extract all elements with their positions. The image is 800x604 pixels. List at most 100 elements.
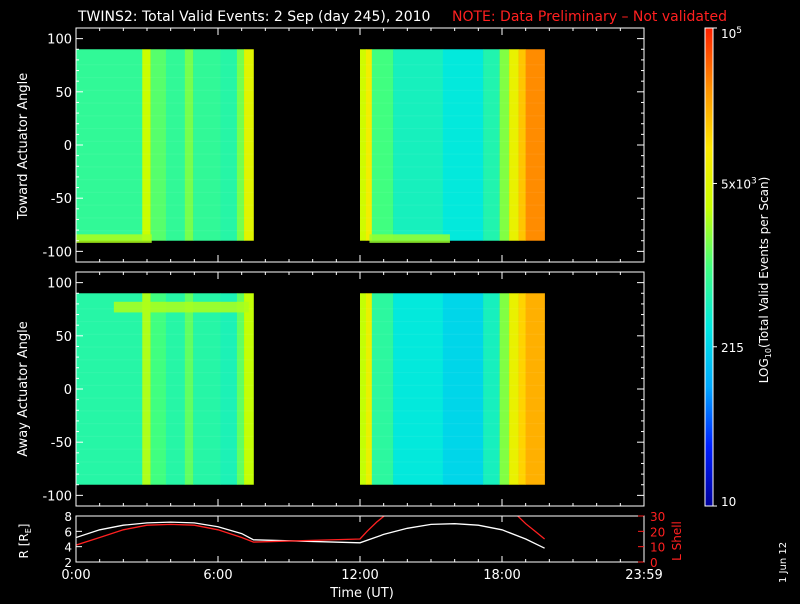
heatmap-column (483, 49, 500, 241)
heatmap-texture (76, 320, 254, 323)
heatmap-texture (76, 333, 254, 335)
heatmap-texture (76, 102, 254, 104)
heatmap-column (150, 49, 167, 241)
heatmap-texture (76, 166, 254, 168)
heatmap-texture (360, 371, 545, 374)
heatmap-texture (360, 191, 545, 193)
time-xlabel: Time (UT) (329, 586, 394, 600)
preliminary-note: NOTE: Data Preliminary – Not validated (452, 9, 727, 25)
heatmap-texture (360, 204, 545, 206)
y-tick-label: 100 (47, 277, 72, 292)
heatmap-texture (76, 346, 254, 348)
heatmap-texture (360, 64, 545, 66)
heatmap-texture (76, 179, 254, 181)
heatmap-column (365, 293, 373, 485)
heatmap-texture (360, 166, 545, 168)
x-tick-label: 0:00 (61, 568, 90, 583)
colorbar-label-prefix: LOG (757, 358, 771, 383)
away-ylabel: Away Actuator Angle (16, 321, 31, 456)
heatmap-column (193, 49, 221, 241)
heatmap-column (360, 293, 367, 485)
heatmap-column (442, 49, 484, 241)
y-tick-label: -100 (42, 245, 72, 260)
heatmap-texture (360, 346, 545, 348)
heatmap-column (142, 293, 151, 485)
heatmap-column (525, 49, 545, 241)
y-tick-label: -50 (51, 192, 72, 207)
heatmap-column (365, 49, 373, 241)
heatmap-column (509, 49, 519, 241)
heatmap-column (360, 49, 367, 241)
x-tick-label: 23:59 (625, 568, 662, 583)
heatmap-texture (76, 474, 254, 476)
orbit-left-ylabel-sub: E (24, 528, 33, 533)
orbit-left-ylabel-end: ] (17, 524, 31, 529)
colorbar-tick-label: 215 (721, 341, 744, 355)
heatmap-column (499, 293, 510, 485)
heatmap-column (76, 293, 143, 485)
heatmap-column (244, 49, 254, 241)
colorbar-tick-exponent: 3 (751, 176, 757, 186)
heatmap-texture (76, 76, 254, 79)
heatmap-texture (76, 435, 254, 437)
r-distance-line (76, 521, 545, 549)
y-right-tick-label: 10 (650, 541, 665, 555)
heatmap-column (220, 293, 238, 485)
heatmap-column (76, 49, 143, 241)
colorbar-tick-base: 215 (721, 341, 744, 355)
heatmap-column (244, 293, 254, 485)
heatmap-column (442, 293, 484, 485)
colorbar-tick-label: 5x103 (721, 176, 757, 191)
heatmap-texture (360, 230, 545, 232)
heatmap-column (220, 49, 238, 241)
heatmap-texture (360, 474, 545, 476)
heatmap-texture (360, 76, 545, 79)
orbit-left-ylabel-main: R [R (17, 533, 31, 558)
y-tick-label: 0 (64, 383, 72, 398)
heatmap-texture (360, 320, 545, 323)
heatmap-texture (360, 179, 545, 181)
toward-actuator-panel: -100 -50 0 50 100 (42, 27, 645, 263)
heatmap-texture (76, 127, 254, 130)
heatmap-column (509, 293, 519, 485)
heatmap-texture (360, 308, 545, 310)
l-shell-line (76, 516, 386, 546)
heatmap-texture (76, 423, 254, 425)
colorbar-tick-exponent: 5 (736, 26, 742, 36)
chart-title: TWINS2: Total Valid Events: 2 Sep (day 2… (77, 9, 430, 25)
heatmap-texture (76, 448, 254, 450)
heatmap-texture (360, 127, 545, 130)
heatmap-texture (76, 397, 254, 399)
y-tick-label: -50 (51, 436, 72, 451)
heatmap-column (518, 293, 526, 485)
heatmap-texture (360, 384, 545, 386)
y-tick-label: 6 (64, 525, 72, 539)
y-tick-label: 8 (64, 510, 72, 524)
heatmap-column (499, 49, 510, 241)
heatmap-texture (76, 371, 254, 374)
heatmap-texture (76, 191, 254, 193)
heatmap-column (236, 293, 245, 485)
heatmap-column (518, 49, 526, 241)
y-tick-label: 100 (47, 33, 72, 48)
colorbar-gradient (704, 27, 714, 507)
colorbar-label: LOG10(Total Valid Events per Scan) (757, 177, 773, 384)
heatmap-texture (360, 153, 545, 155)
heatmap-column (236, 49, 245, 241)
heatmap-texture (360, 435, 545, 437)
x-tick-label: 12:00 (341, 568, 378, 583)
x-tick-label: 6:00 (203, 568, 232, 583)
colorbar-tick-base: 5x10 (721, 177, 751, 191)
away-actuator-panel: -100 -50 0 50 100 (42, 271, 645, 507)
heatmap-texture (360, 448, 545, 450)
y-right-tick-label: 30 (650, 510, 665, 524)
heatmap-texture (360, 461, 545, 463)
colorbar-label-rest: (Total Valid Events per Scan) (757, 177, 771, 348)
heatmap-texture (76, 217, 254, 219)
heatmap-texture (76, 230, 254, 232)
heatmap-texture (76, 153, 254, 155)
heatmap-texture (76, 384, 254, 386)
